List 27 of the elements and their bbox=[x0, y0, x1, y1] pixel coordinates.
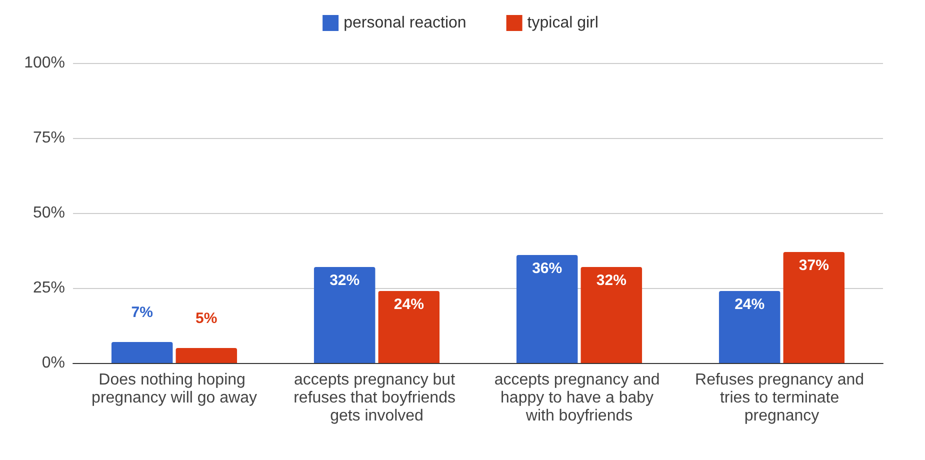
bar bbox=[111, 342, 173, 363]
data-label: 5% bbox=[196, 310, 218, 327]
bar bbox=[378, 291, 440, 363]
data-label: 36% bbox=[532, 260, 562, 277]
legend-label: typical girl bbox=[527, 14, 598, 32]
data-label: 7% bbox=[131, 304, 153, 321]
bar bbox=[718, 291, 780, 363]
bar bbox=[176, 348, 238, 363]
bar bbox=[516, 255, 578, 363]
y-tick-label: 25% bbox=[32, 280, 65, 296]
data-label: 37% bbox=[798, 257, 829, 274]
x-tick-label: Does nothing hoping pregnancy will go away bbox=[92, 372, 257, 406]
data-label: 32% bbox=[330, 272, 360, 289]
x-tick-label: Refuses pregnancy and tries to terminate pregnancy bbox=[695, 372, 868, 424]
data-label: 24% bbox=[734, 296, 765, 313]
bar bbox=[314, 267, 376, 363]
x-tick-label: accepts pregnancy and happy to have a baby with boyfriends bbox=[494, 372, 664, 424]
data-label: 32% bbox=[596, 272, 626, 289]
data-label: 24% bbox=[394, 296, 424, 313]
legend-label: personal reaction bbox=[344, 14, 466, 32]
y-tick-label: 0% bbox=[42, 354, 65, 372]
y-tick-label: 50% bbox=[32, 204, 65, 222]
bar bbox=[783, 252, 845, 363]
y-tick-label: 100% bbox=[24, 54, 65, 72]
y-tick-label: 75% bbox=[32, 130, 65, 146]
x-tick-label: accepts pregnancy but refuses that boyfriends gets involved bbox=[294, 372, 460, 424]
bar bbox=[580, 267, 642, 363]
